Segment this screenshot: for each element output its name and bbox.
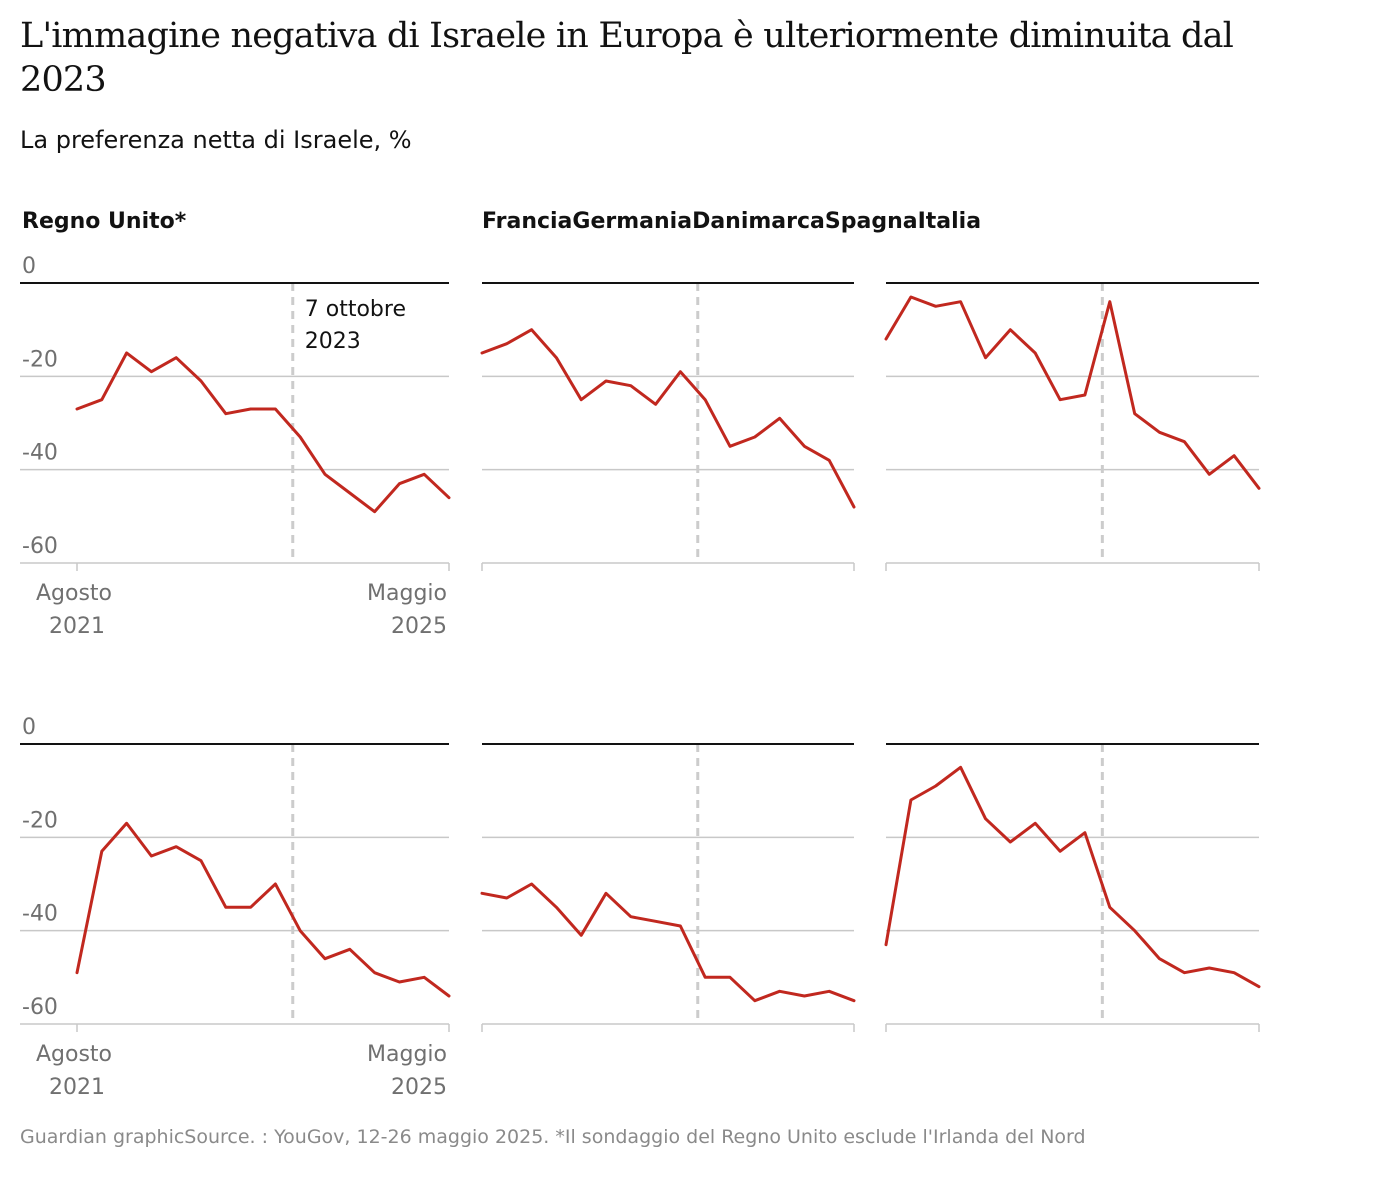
x-end-label: Maggio	[367, 1042, 447, 1067]
chart-subtitle: La preferenza netta di Israele, %	[20, 126, 412, 154]
series-line-spagna	[480, 882, 856, 1003]
series-line-regno-unito	[75, 351, 451, 514]
y-tick-label: 0	[22, 254, 36, 279]
oct7-annotation: 7 ottobre	[305, 297, 406, 322]
y-tick-label: -20	[22, 347, 58, 372]
y-tick-label: -20	[22, 808, 58, 833]
series-line-germania	[884, 295, 1261, 490]
panel-label-germania: Germania	[572, 209, 693, 234]
source-note: Guardian graphicSource. : YouGov, 12-26 …	[20, 1126, 1086, 1148]
series-line-danimarca	[75, 821, 451, 998]
y-tick-label: -60	[22, 534, 58, 559]
y-tick-label: -40	[22, 902, 58, 927]
oct7-annotation-year: 2023	[305, 329, 361, 354]
chart-title: L'immagine negativa di Israele in Europa…	[20, 16, 1234, 100]
panel-label-italia: Italia	[917, 209, 982, 234]
x-start-label-year: 2021	[49, 614, 105, 639]
x-start-label: Agosto	[36, 1042, 112, 1067]
y-tick-label: -40	[22, 441, 58, 466]
y-tick-label: 0	[22, 715, 36, 740]
panel-label-danimarca: Danimarca	[692, 209, 825, 234]
series-line-francia	[480, 328, 856, 509]
series-line-italia	[884, 765, 1261, 989]
panel-label-regno-unito: Regno Unito*	[22, 209, 187, 234]
x-start-label-year: 2021	[49, 1075, 105, 1100]
panel-labels: Regno Unito* Francia Germania Danimarca Spa…	[0, 209, 1382, 239]
panel-label-spagna: Spagna	[824, 209, 918, 234]
x-start-label: Agosto	[36, 581, 112, 606]
x-end-label: Maggio	[367, 581, 447, 606]
y-tick-label: -60	[22, 995, 58, 1020]
x-end-label-year: 2025	[391, 614, 447, 639]
panel-label-francia: Francia	[482, 209, 573, 234]
x-end-label-year: 2025	[391, 1075, 447, 1100]
